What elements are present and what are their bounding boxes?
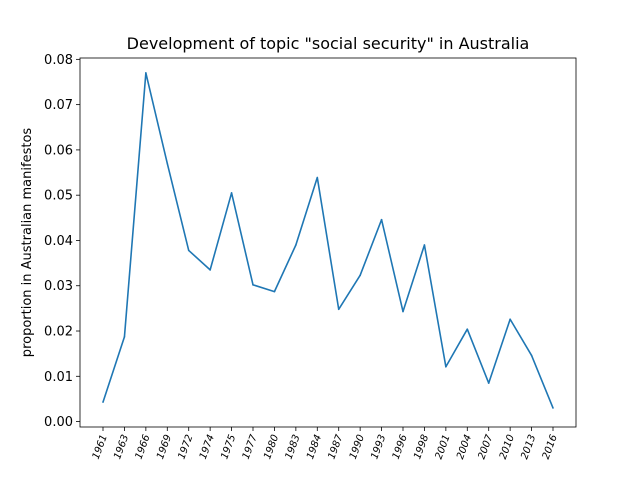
x-tick-label: 2007 (476, 433, 495, 461)
x-tick-label: 1984 (305, 433, 324, 461)
y-tick-label: 0.02 (44, 325, 73, 340)
data-point (337, 308, 340, 311)
data-point (273, 290, 276, 293)
data-point (552, 407, 554, 409)
x-tick-label: 1987 (326, 433, 345, 461)
y-tick-label: 0.08 (44, 53, 73, 68)
data-point (252, 284, 254, 286)
x-tick-label: 1977 (241, 433, 260, 461)
x-tick-label: 2001 (434, 433, 453, 461)
x-tick-label: 1975 (219, 433, 238, 461)
x-tick-label: 1961 (91, 433, 110, 461)
y-axis-label: proportion in Australian manifestos (20, 128, 35, 358)
y-tick-label: 0.04 (44, 234, 73, 249)
x-tick-label: 1993 (369, 433, 388, 461)
y-axis: 0.00 0.01 0.02 0.03 0.04 0.05 0.06 0.07 0.08 (44, 53, 80, 430)
x-tick-label: 1996 (391, 433, 410, 461)
y-tick-label: 0.06 (44, 143, 73, 158)
data-point (487, 382, 490, 384)
data-point (316, 176, 319, 179)
y-tick-label: 0.07 (44, 98, 73, 113)
x-tick-label: 2004 (455, 433, 474, 461)
y-tick-label: 0.03 (44, 279, 73, 294)
data-point (359, 274, 361, 277)
plot-frame (79, 57, 577, 428)
y-tick-label: 0.05 (44, 189, 73, 204)
x-axis: 1961 1963 1966 1969 1972 1974 1975 1977 1980 1983… (91, 427, 560, 461)
series-line-social-security (102, 72, 554, 409)
x-tick-label: 2010 (498, 433, 517, 461)
data-points (102, 72, 554, 409)
data-point (509, 318, 511, 321)
data-point (166, 162, 169, 165)
x-tick-label: 1998 (412, 433, 431, 461)
x-tick-label: 1983 (284, 433, 303, 461)
x-tick-label: 1963 (112, 433, 131, 461)
x-tick-label: 1980 (262, 433, 281, 461)
data-point (102, 401, 104, 403)
data-point (295, 244, 297, 246)
data-point (145, 72, 147, 74)
x-tick-label: 1969 (155, 433, 174, 461)
data-point (445, 365, 447, 368)
data-point (187, 249, 190, 252)
y-tick-label: 0.00 (44, 415, 73, 430)
chart-title: Development of topic "social security" i… (127, 34, 530, 53)
data-point (466, 328, 469, 331)
data-point (123, 336, 126, 338)
x-tick-label: 1990 (348, 433, 367, 461)
data-point (423, 244, 426, 246)
x-tick-label: 1966 (134, 433, 153, 461)
x-tick-label: 1974 (198, 433, 217, 461)
data-point (380, 218, 383, 221)
x-tick-label: 2016 (541, 433, 560, 461)
y-tick-label: 0.01 (44, 370, 73, 385)
x-tick-label: 2013 (519, 433, 538, 461)
data-point (402, 310, 404, 313)
data-point (230, 192, 233, 194)
data-point (530, 354, 533, 357)
x-tick-label: 1972 (176, 433, 195, 461)
data-point (209, 269, 211, 271)
